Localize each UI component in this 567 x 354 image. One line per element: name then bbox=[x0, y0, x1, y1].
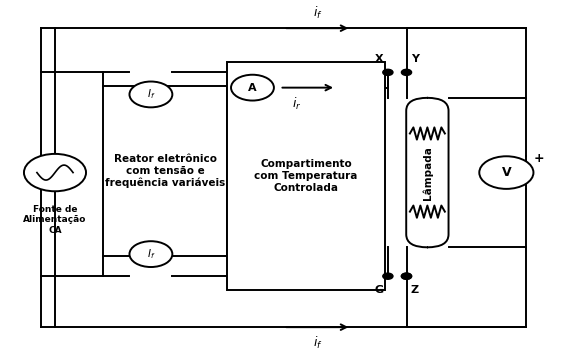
Bar bbox=[227, 62, 385, 290]
FancyBboxPatch shape bbox=[406, 98, 448, 247]
Circle shape bbox=[401, 273, 412, 279]
Circle shape bbox=[479, 156, 534, 189]
Circle shape bbox=[383, 69, 393, 75]
Circle shape bbox=[231, 75, 274, 101]
Text: Compartimento
com Temperatura
Controlada: Compartimento com Temperatura Controlada bbox=[255, 159, 358, 193]
Text: $i_f$: $i_f$ bbox=[312, 5, 322, 21]
Circle shape bbox=[401, 69, 412, 75]
Text: A: A bbox=[248, 82, 257, 93]
Text: Fonte de
Alimentação
CA: Fonte de Alimentação CA bbox=[23, 205, 87, 235]
Text: Z: Z bbox=[411, 285, 419, 295]
Text: $i_f$: $i_f$ bbox=[312, 335, 322, 351]
Circle shape bbox=[129, 81, 172, 107]
Text: $I_f$: $I_f$ bbox=[147, 247, 155, 261]
Circle shape bbox=[129, 241, 172, 267]
Circle shape bbox=[401, 273, 412, 279]
Text: G: G bbox=[375, 285, 384, 295]
Text: V: V bbox=[502, 166, 511, 179]
Text: +: + bbox=[534, 153, 544, 165]
Text: $i_r$: $i_r$ bbox=[291, 96, 301, 112]
Circle shape bbox=[24, 154, 86, 191]
Text: Reator eletrônico
com tensão e
frequência variáveis: Reator eletrônico com tensão e frequênci… bbox=[105, 154, 225, 188]
Text: Lâmpada: Lâmpada bbox=[422, 145, 433, 200]
Circle shape bbox=[383, 273, 393, 279]
Text: X: X bbox=[375, 54, 384, 64]
Text: $I_f$: $I_f$ bbox=[147, 87, 155, 101]
Bar bbox=[103, 86, 227, 256]
Text: Y: Y bbox=[411, 54, 419, 64]
